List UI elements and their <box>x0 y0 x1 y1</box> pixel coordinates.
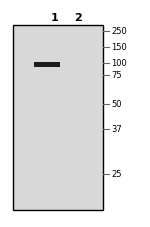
Text: 250: 250 <box>111 27 127 36</box>
Text: 25: 25 <box>111 170 122 179</box>
Text: 100: 100 <box>111 59 127 68</box>
Bar <box>34 62 60 67</box>
Text: 1: 1 <box>51 13 59 23</box>
Text: 75: 75 <box>111 71 122 80</box>
Text: 150: 150 <box>111 43 127 52</box>
Bar <box>13 26 103 210</box>
Text: 50: 50 <box>111 100 122 109</box>
Text: 37: 37 <box>111 125 122 134</box>
Text: 2: 2 <box>74 13 82 23</box>
